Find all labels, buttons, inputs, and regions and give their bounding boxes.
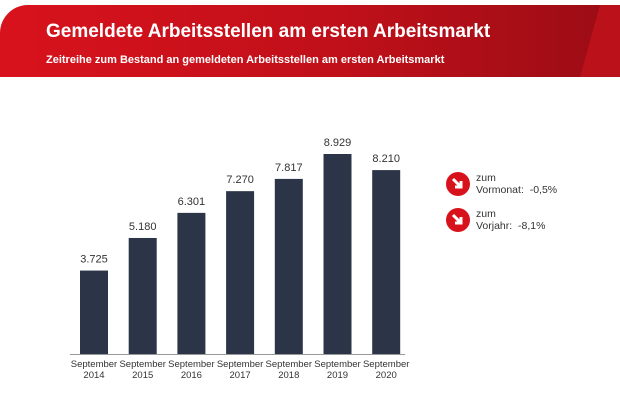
x-tick-label: 2017: [230, 370, 251, 381]
x-tick-label: 2020: [376, 370, 397, 381]
data-label: 3.725: [80, 254, 108, 266]
header-banner: Gemeldete Arbeitsstellen am ersten Arbei…: [0, 5, 620, 77]
indicator-label: zum: [476, 172, 496, 184]
indicator-label: zum: [476, 208, 496, 220]
bar: [128, 237, 157, 354]
page-subtitle: Zeitreihe zum Bestand an gemeldeten Arbe…: [46, 54, 445, 66]
bar: [372, 170, 401, 354]
x-tick-label: September: [363, 359, 409, 370]
x-tick-label: 2019: [327, 370, 348, 381]
bar: [274, 178, 303, 354]
data-label: 7.270: [226, 174, 254, 186]
indicator-vormonat: zum Vormonat: -0,5%: [446, 172, 557, 196]
indicator-vorjahr: zum Vorjahr: -8,1%: [446, 208, 545, 232]
indicator-value: Vormonat: -0,5%: [476, 184, 558, 196]
x-tick-label: September: [217, 359, 263, 370]
bar: [80, 270, 108, 354]
data-label: 7.817: [275, 162, 303, 174]
x-tick-label: 2015: [132, 370, 153, 381]
bar: [226, 191, 255, 354]
x-tick-label: September: [266, 359, 312, 370]
logo-icon: [580, 5, 620, 77]
data-label: 8.210: [372, 153, 400, 165]
page-title: Gemeldete Arbeitsstellen am ersten Arbei…: [46, 21, 491, 42]
data-label: 6.301: [178, 196, 206, 208]
data-label: 5.180: [129, 221, 157, 233]
x-tick-label: September: [168, 359, 214, 370]
x-tick-label: 2018: [278, 370, 299, 381]
bar: [177, 212, 206, 354]
arrow-down-right-icon: [446, 172, 470, 196]
indicator-value: Vorjahr: -8,1%: [476, 220, 546, 232]
x-tick-label: 2014: [83, 370, 104, 381]
data-label: 8.929: [324, 137, 352, 149]
arrow-down-right-icon: [446, 208, 470, 232]
x-tick-label: September: [314, 359, 360, 370]
x-tick-label: September: [119, 359, 165, 370]
x-tick-label: 2016: [181, 370, 202, 381]
bar: [323, 154, 352, 354]
x-tick-label: September: [71, 359, 117, 370]
